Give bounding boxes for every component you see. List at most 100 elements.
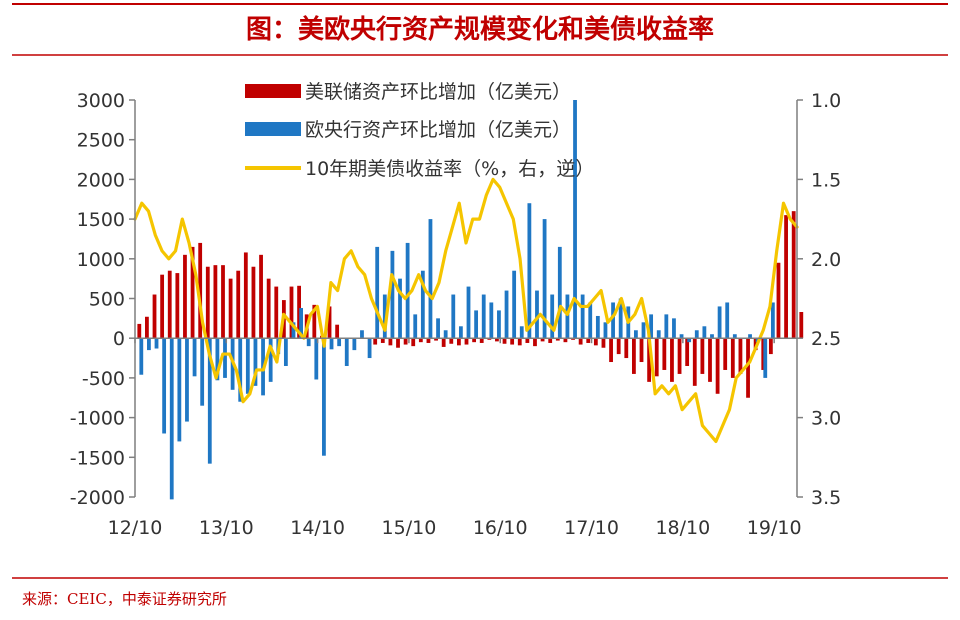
ecb-bar <box>535 290 539 339</box>
fed-bar <box>586 338 591 343</box>
fed-bar <box>723 338 728 370</box>
fed-bar <box>632 338 636 374</box>
right-tick-label: 3.0 <box>811 408 841 430</box>
ecb-bar <box>200 338 205 406</box>
left-tick-label: 1000 <box>77 249 125 271</box>
fed-bar <box>137 323 142 339</box>
right-tick-label: 2.5 <box>811 328 841 350</box>
fed-bar <box>662 338 667 370</box>
x-tick-label: 19/10 <box>747 517 802 539</box>
ecb-bar <box>550 294 555 339</box>
fed-bar <box>776 262 781 339</box>
fed-bar <box>441 338 446 347</box>
left-tick-label: 500 <box>89 289 125 311</box>
ecb-bar <box>177 338 182 442</box>
ecb-bar <box>687 338 692 343</box>
fed-bar <box>593 338 598 346</box>
ecb-bar <box>352 338 357 351</box>
ecb-bar <box>268 338 273 382</box>
fed-bar <box>266 278 271 339</box>
ecb-bar <box>474 310 479 339</box>
yield-line <box>133 177 799 444</box>
ecb-bar <box>428 219 433 339</box>
legend-swatch-fed <box>245 84 301 98</box>
ecb-bar <box>451 294 456 339</box>
fed-bar <box>274 286 279 339</box>
ecb-bar <box>672 318 676 339</box>
ecb-bar <box>360 330 364 339</box>
fed-bar <box>243 252 248 339</box>
fed-bar <box>198 242 203 339</box>
ecb-bar <box>527 203 532 339</box>
ecb-bars <box>139 100 775 500</box>
fed-bar <box>784 215 788 339</box>
ecb-bar <box>717 306 722 339</box>
ecb-bar <box>573 100 577 339</box>
fed-bar <box>434 338 438 341</box>
fed-bar <box>647 338 652 382</box>
fed-bar <box>418 338 423 343</box>
ecb-bar <box>185 338 189 422</box>
ecb-bar <box>557 246 562 339</box>
ecb-bar <box>291 322 296 339</box>
fed-bar <box>183 254 187 339</box>
ecb-bar <box>656 330 661 339</box>
ecb-bar <box>725 302 730 339</box>
ecb-bar <box>299 308 303 339</box>
left-tick-label: 2000 <box>77 169 125 191</box>
fed-bar <box>533 338 537 347</box>
fed-bar <box>761 338 766 370</box>
ecb-bar <box>763 338 768 378</box>
left-tick-label: 3000 <box>77 90 125 112</box>
fed-bar <box>190 246 195 339</box>
left-tick-label: -1500 <box>70 447 125 469</box>
ecb-bar <box>603 322 608 339</box>
ecb-bar <box>420 270 425 339</box>
legend-swatch-ecb <box>245 122 301 136</box>
fed-bar <box>152 294 157 339</box>
fed-bar <box>145 316 149 339</box>
fed-bar <box>456 338 461 346</box>
fed-bar <box>799 312 804 339</box>
ecb-bar <box>329 338 334 350</box>
ecb-bar <box>337 338 342 347</box>
fed-bar <box>670 338 674 382</box>
fed-bar <box>730 338 735 378</box>
ecb-bar <box>306 338 311 347</box>
ecb-bar <box>489 302 494 339</box>
fed-bar <box>388 338 393 346</box>
ecb-bar <box>481 294 486 339</box>
source-note: 来源：CEIC，中泰证券研究所 <box>22 590 227 608</box>
right-tick-label: 1.0 <box>811 90 841 112</box>
x-tick-label: 13/10 <box>199 517 254 539</box>
right-tick-label: 1.5 <box>811 169 841 191</box>
left-tick-label: 2500 <box>77 130 125 152</box>
ecb-bar <box>398 278 402 339</box>
fed-bar <box>403 338 408 345</box>
ecb-bar <box>413 314 418 339</box>
fed-bar <box>396 338 400 348</box>
axes: 3000 2500 2000 1500 1000 500 0 -500 -1000 -1500 -2… <box>70 90 841 539</box>
legend-label-fed: 美联储资产环比增加（亿美元） <box>305 81 571 103</box>
ecb-bar <box>770 302 775 339</box>
ecb-bar <box>611 302 615 339</box>
ecb-bar <box>367 338 372 359</box>
fed-bar <box>502 338 507 344</box>
x-tick-label: 17/10 <box>564 517 619 539</box>
left-tick-label: -1000 <box>70 408 125 430</box>
fed-bar <box>380 338 385 343</box>
fed-bar <box>563 338 568 343</box>
ecb-bar <box>542 219 547 339</box>
ecb-bar <box>649 314 654 339</box>
fed-bar <box>297 285 301 339</box>
ecb-bar <box>694 330 699 339</box>
fed-bar <box>548 338 553 343</box>
ecb-bar <box>466 286 471 339</box>
fed-bar <box>685 338 690 366</box>
x-tick-label: 15/10 <box>382 517 437 539</box>
ecb-bar <box>710 334 714 339</box>
fed-bar <box>654 338 659 377</box>
ecb-bar <box>436 318 440 339</box>
ecb-bar <box>588 302 593 339</box>
